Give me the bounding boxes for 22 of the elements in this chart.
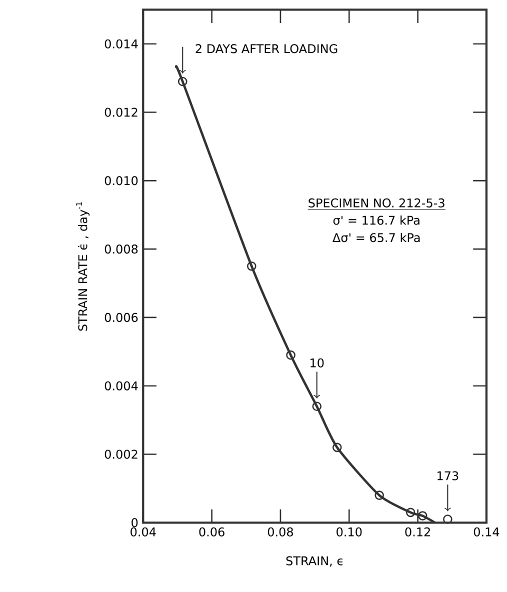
y-tick-label: 0.012 — [104, 108, 137, 117]
y-tick-label: 0.014 — [104, 39, 138, 48]
annotation: 173 — [437, 471, 458, 480]
x-tick-label: 0.04 — [130, 527, 156, 536]
x-tick-label: 0.10 — [336, 527, 362, 536]
annotation: 2 DAYS AFTER LOADING — [196, 44, 337, 54]
annotation: σ' = 116.7 kPa — [333, 216, 420, 225]
x-tick-label: 0.12 — [405, 527, 430, 536]
y-tick-label: 0.006 — [104, 312, 138, 322]
annotation: Δσ' = 65.7 kPa — [332, 232, 420, 242]
x-axis-title: STRAIN, ϵ — [286, 556, 342, 567]
annotation: 10 — [310, 358, 324, 368]
y-tick-label: 0.002 — [104, 450, 137, 459]
y-tick-label: 0.008 — [104, 244, 138, 254]
y-tick-label: 0.004 — [104, 381, 138, 390]
y-tick-label: 0.010 — [104, 176, 138, 186]
x-tick-label: 0.06 — [199, 527, 224, 536]
annotation: SPECIMEN NO. 212-5-3 — [308, 198, 444, 208]
y-tick-label: 0 — [131, 518, 138, 528]
x-tick-label: 0.08 — [268, 527, 293, 536]
y-axis-title: STRAIN RATE ϵ̇ , day$^{-1}$ — [76, 202, 90, 331]
x-tick-label: 0.14 — [474, 527, 499, 536]
